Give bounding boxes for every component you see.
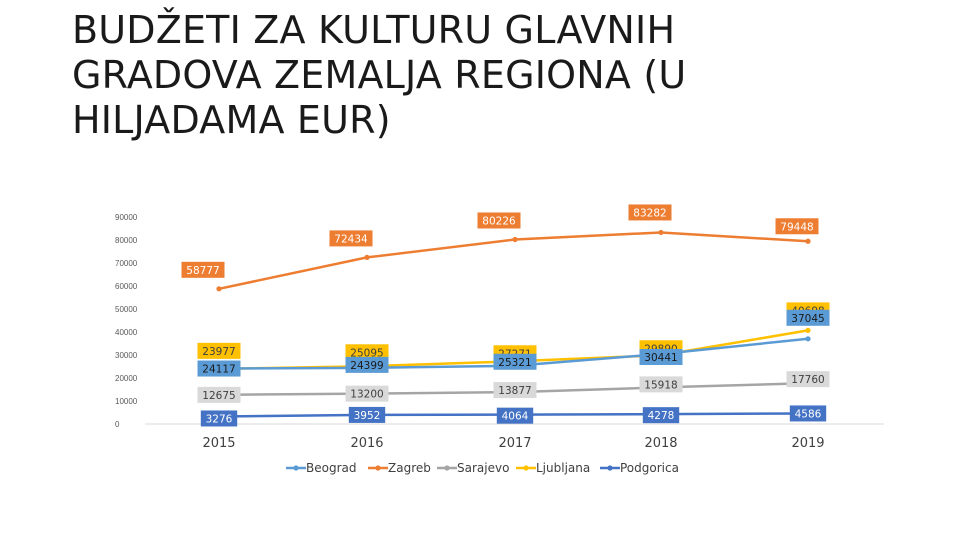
legend-label: Beograd (306, 461, 356, 475)
data-label-sarajevo: 17760 (791, 374, 824, 386)
data-label-bg-beograd (639, 348, 683, 365)
y-axis: 0 10000 20000 30000 40000 50000 60000 70000 8000… (115, 213, 138, 429)
legend-item-podgorica: Podgorica (600, 461, 679, 475)
legend-label: Sarajevo (457, 461, 509, 475)
data-label-zagreb: 83282 (633, 207, 666, 219)
data-label-bg-zagreb (329, 230, 373, 247)
data-label-bg-ljubljana (197, 342, 241, 359)
legend-swatch-marker (293, 465, 299, 471)
x-tick-label: 2015 (202, 436, 235, 451)
data-label-sarajevo: 13200 (350, 389, 383, 401)
data-point-zagreb (805, 238, 811, 244)
data-label-bg-sarajevo (345, 385, 389, 402)
y-tick-label: 50000 (115, 305, 138, 314)
legend: Beograd Zagreb Sarajevo Ljubljana Podgorica (286, 461, 679, 475)
legend-item-sarajevo: Sarajevo (437, 461, 509, 475)
data-labels: 58777 72434 80226 83282 79448 12675 13200 13877… (181, 204, 830, 427)
data-label-bg-podgorica (348, 406, 386, 423)
data-label-bg-zagreb (477, 212, 521, 229)
x-tick-label: 2017 (498, 436, 531, 451)
data-label-beograd: 24399 (350, 360, 383, 372)
data-point-beograd (805, 336, 811, 342)
x-axis: 2015 2016 2017 2018 2019 (202, 436, 824, 451)
legend-label: Podgorica (620, 461, 679, 475)
data-label-zagreb: 80226 (482, 215, 516, 227)
data-label-podgorica: 4278 (648, 410, 675, 422)
y-tick-label: 10000 (115, 397, 138, 406)
legend-swatch-marker (523, 465, 529, 471)
legend-item-ljubljana: Ljubljana (516, 461, 590, 475)
y-tick-label: 90000 (115, 213, 138, 222)
data-label-bg-podgorica (642, 407, 680, 424)
data-label-bg-sarajevo (639, 376, 683, 393)
data-label-podgorica: 3952 (354, 410, 381, 422)
legend-item-beograd: Beograd (286, 461, 356, 475)
data-point-ljubljana (805, 327, 811, 333)
data-label-beograd: 25321 (498, 357, 531, 369)
data-point-zagreb (364, 254, 370, 261)
y-tick-label: 60000 (115, 282, 138, 291)
data-label-zagreb: 79448 (780, 221, 813, 233)
legend-label: Zagreb (388, 461, 431, 475)
data-label-zagreb: 58777 (186, 265, 219, 277)
data-label-bg-sarajevo (197, 386, 241, 403)
data-label-podgorica: 3276 (206, 413, 233, 425)
y-tick-label: 30000 (115, 351, 138, 360)
data-label-bg-podgorica (200, 410, 238, 427)
data-label-beograd: 24117 (202, 364, 235, 376)
data-label-bg-beograd (786, 309, 830, 326)
y-tick-label: 0 (115, 420, 120, 429)
data-label-bg-sarajevo (786, 371, 830, 388)
page-title: BUDŽETI ZA KULTURU GLAVNIH GRADOVA ZEMAL… (72, 8, 687, 142)
y-tick-label: 20000 (115, 374, 138, 383)
x-tick-label: 2019 (791, 436, 824, 451)
data-label-bg-ljubljana (345, 344, 389, 361)
data-label-ljubljana: 25095 (350, 347, 383, 359)
data-label-bg-beograd (345, 356, 389, 373)
legend-label: Ljubljana (536, 461, 590, 475)
data-point-zagreb (512, 236, 518, 243)
y-tick-label: 80000 (115, 236, 138, 245)
data-label-zagreb: 72434 (334, 233, 368, 245)
data-label-beograd: 37045 (791, 313, 824, 325)
data-label-bg-beograd (197, 360, 241, 377)
data-label-bg-sarajevo (493, 382, 537, 399)
x-tick-label: 2016 (350, 436, 383, 451)
data-label-podgorica: 4586 (795, 408, 822, 420)
data-label-podgorica: 4064 (502, 411, 529, 423)
y-tick-label: 70000 (115, 259, 138, 268)
data-label-sarajevo: 12675 (202, 390, 235, 402)
data-point-zagreb (658, 229, 664, 236)
legend-swatch-marker (444, 465, 450, 471)
data-label-beograd: 30441 (644, 352, 677, 364)
y-tick-label: 40000 (115, 328, 138, 337)
data-label-ljubljana: 23977 (202, 346, 235, 358)
legend-swatch-marker (607, 465, 613, 471)
data-label-sarajevo: 13877 (498, 385, 531, 397)
data-label-bg-zagreb (181, 261, 225, 278)
data-label-bg-beograd (493, 353, 537, 370)
data-label-bg-podgorica (789, 405, 827, 422)
data-label-bg-zagreb (628, 204, 672, 221)
legend-item-zagreb: Zagreb (368, 461, 431, 475)
data-point-zagreb (216, 286, 222, 292)
x-tick-label: 2018 (644, 436, 677, 451)
data-label-sarajevo: 15918 (644, 379, 677, 391)
data-label-bg-podgorica (496, 407, 534, 424)
data-label-bg-zagreb (775, 218, 819, 235)
legend-swatch-marker (375, 465, 381, 471)
